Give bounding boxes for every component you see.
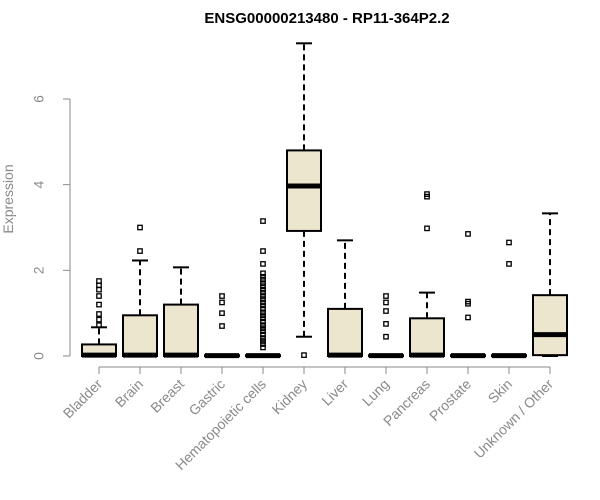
x-tick-label: Bladder [60,376,106,422]
outlier-point [96,322,102,329]
outlier-point [383,333,389,340]
outlier-point [260,270,266,277]
box-body [409,317,445,358]
box-liver [327,239,363,358]
outlier-point [260,315,266,322]
box-body [532,294,568,357]
outlier-point [260,261,266,267]
box-body [286,149,322,232]
outlier-point [96,316,102,323]
outlier-point [219,293,225,299]
box-hematopoietic-cells [245,218,281,359]
outlier-point [465,314,471,321]
outlier-point [260,283,266,290]
outlier-point [260,276,266,283]
y-axis-label: Expression [0,164,16,233]
outlier-point [424,191,430,197]
outlier-point [260,322,266,329]
outlier-point [383,321,389,327]
outlier-point [260,248,266,254]
outlier-point [96,278,102,284]
x-tick-label: Breast [147,376,187,416]
box-kidney [286,42,322,358]
box-brain [122,224,158,358]
box-skin [491,239,527,359]
outlier-point [506,261,512,267]
box-unknown-other [532,212,568,357]
boxes-layer [81,42,568,359]
box-breast [163,266,199,358]
outlier-point [260,289,266,296]
outlier-point [219,299,225,306]
outlier-point [465,298,471,305]
x-tick-label: Brain [112,376,146,410]
x-tick-label: Kidney [269,376,311,418]
y-axis: 0 2 4 6 [31,95,71,360]
outlier-point [424,225,430,232]
chart-title: ENSG00000213480 - RP11-364P2.2 [204,10,449,27]
outlier-point [260,286,266,293]
box-body [327,307,363,357]
outlier-point [465,231,471,237]
box-body [122,314,158,357]
outlier-point [260,280,266,287]
outlier-point [260,302,266,309]
outlier-point [383,308,389,314]
outlier-point [260,293,266,299]
outlier-point [96,301,102,308]
box-pancreas [409,191,445,358]
outlier-point [260,306,266,312]
outlier-point [137,248,143,254]
y-tick-label: 2 [31,266,47,274]
outlier-point [219,310,225,317]
x-tick-label: Liver [318,376,351,409]
outlier-point [260,218,266,224]
box-gastric [204,293,240,359]
x-tick-label: Lung [359,376,392,409]
box-body [163,303,199,358]
outlier-point [260,328,266,335]
outlier-point [260,312,266,319]
y-tick-label: 0 [31,352,47,360]
y-tick-label: 6 [31,95,47,103]
outlier-point [383,293,389,299]
outlier-point [96,293,102,299]
outlier-point [219,323,225,329]
outlier-point [260,338,266,344]
x-tick-label: Skin [485,376,516,407]
outlier-point [260,299,266,306]
outlier-point [260,325,266,332]
outlier-point [260,309,266,316]
outlier-point [137,224,143,231]
outlier-point [96,311,102,317]
y-tick-label: 4 [31,181,47,189]
outlier-point [260,335,266,341]
outlier-point [260,341,266,347]
outlier-point [260,344,266,351]
outlier-point [301,352,307,358]
outlier-point [383,299,389,306]
outlier-point [260,273,266,280]
outlier-point [260,331,266,338]
outlier-point [260,296,266,302]
box-prostate [450,231,486,359]
box-lung [368,293,404,359]
box-bladder [81,278,117,358]
outlier-point [260,318,266,325]
outlier-point [506,239,512,246]
x-tick-label: Prostate [426,376,474,424]
